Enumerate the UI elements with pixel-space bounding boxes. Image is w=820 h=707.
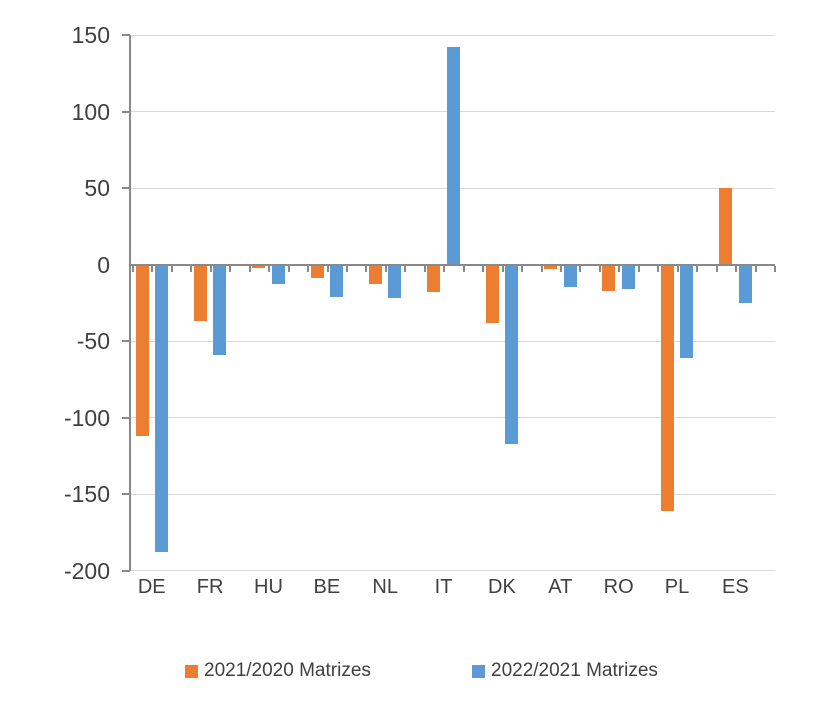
x-axis-tick: [560, 265, 562, 272]
bar: [719, 188, 733, 265]
gridline: [131, 340, 775, 342]
bar: [680, 264, 694, 358]
bar: [135, 264, 149, 436]
x-axis-tick: [248, 265, 251, 272]
bar: [485, 264, 499, 323]
x-axis-tick: [579, 265, 582, 272]
y-axis-line: [129, 35, 131, 571]
y-axis-tick: [122, 493, 130, 495]
x-axis-tick: [268, 265, 271, 272]
legend-label: 2022/2021 Matrizes: [491, 660, 658, 681]
x-axis-tick: [209, 265, 212, 272]
bar: [738, 264, 752, 303]
x-axis-tick: [384, 265, 387, 272]
bar: [155, 264, 168, 553]
gridline: [131, 493, 775, 495]
bar: [660, 264, 674, 511]
x-axis-line: [129, 263, 775, 266]
x-axis-label: FR: [196, 576, 224, 598]
y-axis-tick: [122, 34, 130, 36]
gridline: [131, 570, 775, 571]
bar: [505, 264, 519, 444]
legend-label: 2021/2020 Matrizes: [204, 660, 371, 681]
bar: [368, 264, 382, 285]
x-axis-label: DE: [137, 576, 166, 598]
x-axis-tick: [151, 265, 154, 272]
y-axis-label: 0: [97, 251, 110, 278]
y-axis-tick: [122, 110, 130, 113]
bar: [310, 264, 324, 279]
x-axis-tick: [462, 265, 465, 272]
x-axis-tick: [170, 265, 173, 272]
legend: 2021/2020 Matrizes 2022/2021 Matrizes: [0, 660, 820, 681]
x-axis-tick: [598, 265, 601, 272]
y-axis-label: -50: [76, 328, 110, 354]
bar: [252, 264, 266, 268]
bar: [446, 47, 460, 265]
bar: [563, 264, 577, 288]
x-axis-tick: [423, 265, 426, 272]
x-axis-label: PL: [664, 576, 690, 598]
x-axis-tick: [482, 265, 485, 272]
x-axis-tick: [754, 265, 757, 272]
bar: [621, 264, 635, 289]
x-axis-tick: [774, 265, 776, 272]
y-axis-tick: [122, 187, 130, 189]
y-axis-label: 100: [71, 98, 110, 125]
x-axis-tick: [287, 265, 290, 272]
x-axis-label: DK: [488, 576, 516, 598]
x-axis-tick: [501, 265, 504, 272]
x-axis-label: HU: [254, 576, 283, 598]
legend-item: 2021/2020 Matrizes: [185, 660, 371, 681]
bar: [330, 264, 344, 297]
x-axis-tick: [696, 265, 699, 272]
x-axis-tick: [307, 265, 310, 272]
x-axis-tick: [365, 265, 368, 272]
bar: [602, 264, 616, 291]
x-axis-tick: [443, 265, 446, 272]
x-axis-tick: [190, 265, 193, 272]
x-axis-tick: [346, 265, 348, 272]
bar: [213, 264, 227, 355]
bar: [427, 264, 441, 293]
x-axis-label: IT: [434, 576, 453, 598]
x-axis-label: RO: [603, 576, 634, 598]
x-axis-tick: [735, 265, 738, 272]
y-axis-label: -200: [63, 557, 110, 584]
gridline: [131, 34, 775, 36]
bar: [271, 264, 285, 285]
legend-item: 2022/2021 Matrizes: [472, 660, 658, 681]
bar: [193, 264, 207, 322]
y-axis-tick: [122, 416, 130, 419]
x-axis-tick: [637, 265, 640, 272]
y-axis-tick: [122, 340, 130, 342]
x-axis-label: BE: [313, 576, 341, 598]
x-axis-tick: [676, 265, 679, 272]
legend-swatch-orange: [185, 664, 198, 678]
bar: [544, 264, 558, 270]
x-axis-label: NL: [372, 576, 398, 598]
x-axis-tick: [404, 265, 407, 272]
y-axis-label: 150: [71, 22, 110, 48]
x-axis-tick: [618, 265, 621, 272]
gridline: [131, 417, 775, 418]
x-axis-tick: [715, 265, 718, 272]
y-axis-tick: [122, 569, 130, 572]
x-axis-tick: [657, 265, 660, 272]
x-axis-tick: [521, 265, 524, 272]
y-axis-label: 50: [84, 175, 110, 201]
x-axis-tick: [326, 265, 329, 272]
x-axis-tick: [540, 265, 543, 272]
x-axis-label: AT: [548, 576, 573, 598]
x-axis-tick: [132, 265, 134, 272]
x-axis-tick: [229, 265, 232, 272]
y-axis-label: -100: [63, 404, 110, 431]
y-axis-label: -150: [63, 481, 110, 507]
bar: [388, 264, 402, 299]
x-axis-label: ES: [722, 576, 749, 598]
legend-swatch-blue: [472, 664, 485, 678]
